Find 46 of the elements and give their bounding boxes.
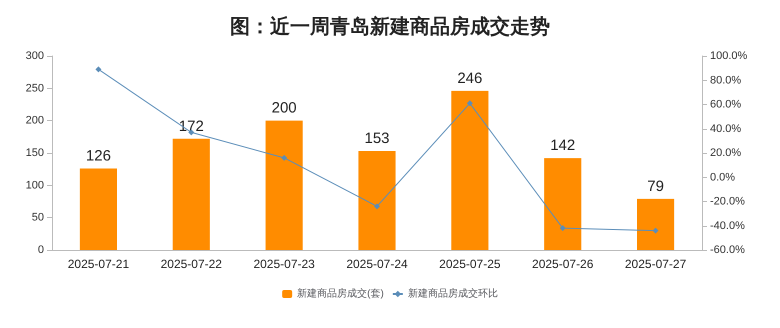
bar (172, 138, 210, 250)
data-label: 172 (178, 118, 204, 135)
y-tick-label: 50 (32, 212, 44, 224)
data-label: 142 (550, 137, 576, 154)
bar (80, 168, 117, 250)
x-tick-label: 2025-07-26 (532, 257, 594, 271)
y-tick-label: 150 (26, 147, 44, 159)
y-tick-label: 100 (26, 179, 44, 192)
bar (358, 151, 396, 250)
x-tick-label: 2025-07-22 (160, 257, 222, 271)
x-tick-label: 2025-07-24 (346, 257, 408, 271)
y2-tick-label: 20.0% (710, 147, 742, 159)
x-tick-label: 2025-07-25 (439, 257, 501, 271)
x-tick-label: 2025-07-23 (253, 257, 316, 271)
point (560, 225, 566, 232)
data-label: 246 (457, 70, 482, 87)
point (281, 154, 288, 161)
bar (266, 120, 303, 250)
bar (544, 158, 582, 250)
chart-title: 图：近一周青岛新建商品房成交走势 (230, 15, 550, 38)
x-tick-label: 2025-07-21 (68, 257, 130, 271)
y-tick-label: 200 (26, 114, 44, 127)
y2-tick-label: -40.0% (710, 220, 746, 232)
y-tick-label: 300 (26, 50, 44, 62)
x-tick-label: 2025-07-27 (624, 257, 687, 271)
legend-label: 新建商品房成交(套) (297, 288, 384, 300)
y2-tick-label: 60.0% (710, 98, 742, 110)
bar (637, 198, 674, 250)
point (374, 203, 380, 210)
y-tick-label: 250 (26, 82, 44, 94)
y2-tick-label: 100.0% (710, 50, 748, 62)
data-label: 79 (647, 178, 664, 195)
point (652, 228, 659, 234)
y2-tick-label: 80.0% (710, 74, 742, 86)
y2-tick-label: 0.0% (710, 171, 736, 184)
point (466, 100, 473, 106)
bar (451, 90, 488, 250)
data-label: 153 (364, 130, 390, 148)
y2-tick-label: -60.0% (710, 244, 746, 256)
data-label: 200 (272, 100, 297, 117)
legend-label: 新建商品房成交环比 (408, 288, 498, 300)
y2-tick-label: 40.0% (710, 122, 742, 135)
point (95, 66, 102, 72)
y-tick-label: 0 (38, 244, 44, 256)
y2-tick-label: -20.0% (710, 196, 746, 208)
data-label: 126 (86, 148, 111, 165)
